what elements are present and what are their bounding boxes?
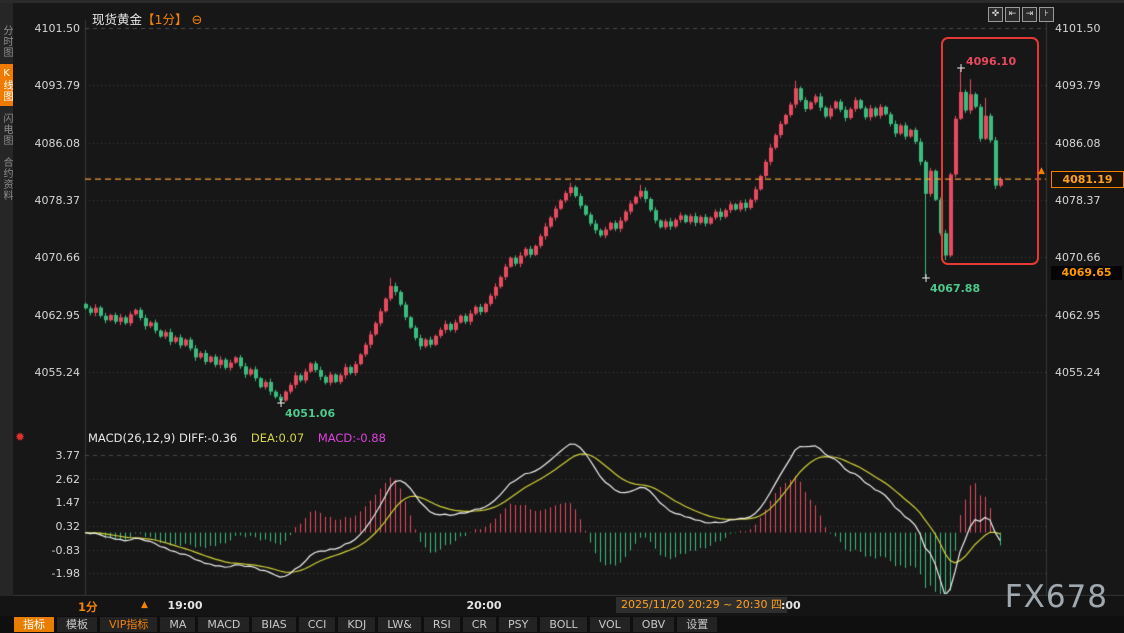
price-axis-left-label: 4070.66 bbox=[34, 251, 81, 265]
toolbar-button-KDJ[interactable]: KDJ bbox=[338, 617, 376, 632]
price-axis-right-label: 4078.37 bbox=[1055, 194, 1101, 207]
macd-axis-label: -0.83 bbox=[51, 543, 80, 557]
price-direction-arrow: ▲ bbox=[1038, 166, 1045, 177]
toolbar-button-BOLL[interactable]: BOLL bbox=[540, 617, 587, 632]
time-tick-label: 19:00 bbox=[167, 599, 203, 612]
price-axis-left-label: 4078.37 bbox=[34, 194, 81, 207]
price-axis-right-label: 4055.24 bbox=[1055, 366, 1101, 379]
time-axis: 1分 ▲ 19:00 20:00 2025/11/20 20:29 ~ 20:30… bbox=[0, 596, 1124, 616]
play-forward-icon[interactable]: ⇥ bbox=[1022, 7, 1037, 22]
toolbar-button-RSI[interactable]: RSI bbox=[423, 617, 460, 632]
toolbar-button-LW&[interactable]: LW& bbox=[378, 617, 421, 632]
toolbar-button-MACD[interactable]: MACD bbox=[198, 617, 250, 632]
top-strip bbox=[0, 0, 1124, 3]
toolbar-button-PSY[interactable]: PSY bbox=[499, 617, 538, 632]
price-axis-right-label: 4101.50 bbox=[1055, 22, 1101, 35]
brand-watermark: FX678 bbox=[1004, 579, 1108, 615]
chart-tool-buttons: ✜ ⇤ ⇥ ⊦ bbox=[988, 7, 1054, 22]
zoom-range-icon[interactable]: ⇤ bbox=[1005, 7, 1020, 22]
crosshair-icon[interactable]: ✜ bbox=[988, 7, 1003, 22]
macd-axis-label: -1.98 bbox=[51, 567, 80, 581]
toolbar-button-MA[interactable]: MA bbox=[160, 617, 196, 632]
sidebar-tab-2[interactable]: K线图 bbox=[0, 64, 13, 106]
extreme-cross-marker: + bbox=[921, 271, 932, 285]
collapse-icon[interactable]: ⊖ bbox=[191, 13, 203, 28]
macd-header: MACD(26,12,9) DIFF:-0.36 DEA:0.07 MACD:-… bbox=[88, 431, 386, 445]
toolbar-button-BIAS[interactable]: BIAS bbox=[252, 617, 296, 632]
chart-type-sidebar: 分时图 K线图闪电图合约资料 bbox=[0, 3, 13, 600]
sidebar-tab-4[interactable]: 合约资料 bbox=[1, 156, 12, 201]
chart-title: 现货黄金【1分】 ⊖ bbox=[92, 9, 202, 28]
sidebar-tab-3[interactable]: 闪电图 bbox=[1, 112, 12, 146]
macd-axis-label: 3.77 bbox=[55, 449, 81, 462]
macd-axis-label: 2.62 bbox=[55, 472, 81, 486]
toolbar-button-VIP指标[interactable]: VIP指标 bbox=[100, 617, 158, 632]
indicator-toolbar: 指标 模板 VIP指标 MA MACD BIAS CCI KDJ LW& RSI CR PSY BOLL… bbox=[0, 616, 1124, 633]
toolbar-button-CCI[interactable]: CCI bbox=[298, 617, 336, 632]
current-price-badge: 4081.19 bbox=[1051, 171, 1124, 189]
macd-axis-label: 1.47 bbox=[55, 496, 81, 510]
interval-selector[interactable]: 1分 bbox=[78, 600, 98, 614]
macd-dea-label: DEA:0.07 bbox=[250, 431, 305, 445]
interval-tag: 【1分】 bbox=[142, 12, 188, 27]
time-tick-label: 20:00 bbox=[466, 599, 502, 612]
toolbar-button-VOL[interactable]: VOL bbox=[589, 617, 630, 632]
price-axis-right-label: 4062.95 bbox=[1055, 308, 1101, 322]
extreme-cross-marker: + bbox=[956, 61, 967, 76]
price-axis-left-label: 4101.50 bbox=[34, 22, 81, 35]
macd-diff-label: MACD(26,12,9) DIFF:-0.36 bbox=[88, 431, 238, 445]
extreme-cross-marker: + bbox=[276, 396, 287, 411]
price-annotation: 4096.10 bbox=[966, 55, 1017, 69]
price-annotation: 4067.88 bbox=[930, 282, 981, 295]
hover-time-range-badge: 2025/11/20 20:29 ~ 20:30 四 bbox=[616, 597, 788, 613]
toolbar-button-CR[interactable]: CR bbox=[462, 617, 497, 632]
highlight-rectangle bbox=[941, 36, 1039, 265]
goto-latest-icon[interactable]: ⊦ bbox=[1039, 7, 1054, 22]
toolbar-button-OBV[interactable]: OBV bbox=[632, 617, 675, 632]
sidebar-tab-1[interactable]: 分时图 bbox=[1, 24, 12, 58]
toolbar-button-指标[interactable]: 指标 bbox=[14, 617, 54, 632]
macd-value-label: MACD:-0.88 bbox=[317, 431, 386, 445]
price-axis-right-label: 4070.66 bbox=[1055, 251, 1101, 265]
price-axis-left-label: 4055.24 bbox=[34, 366, 81, 379]
symbol-name: 现货黄金 bbox=[92, 12, 143, 27]
interval-dropdown-arrow[interactable]: ▲ bbox=[141, 600, 148, 610]
toolbar-button-设置[interactable]: 设置 bbox=[677, 617, 718, 632]
macd-axis-label: 0.32 bbox=[55, 519, 81, 533]
previous-price-badge: 4069.65 bbox=[1051, 265, 1122, 280]
price-annotation: 4051.06 bbox=[285, 407, 336, 421]
time-tick-partial: :00 bbox=[781, 599, 801, 612]
toolbar-button-模板[interactable]: 模板 bbox=[57, 617, 97, 632]
price-axis-left-label: 4062.95 bbox=[34, 308, 81, 322]
price-axis-right-label: 4086.08 bbox=[1055, 136, 1101, 150]
price-axis-right-label: 4093.79 bbox=[1055, 79, 1101, 93]
alert-icon[interactable]: ✹ bbox=[15, 430, 26, 444]
price-axis-left-label: 4086.08 bbox=[34, 136, 81, 150]
price-axis-left-label: 4093.79 bbox=[34, 79, 81, 93]
